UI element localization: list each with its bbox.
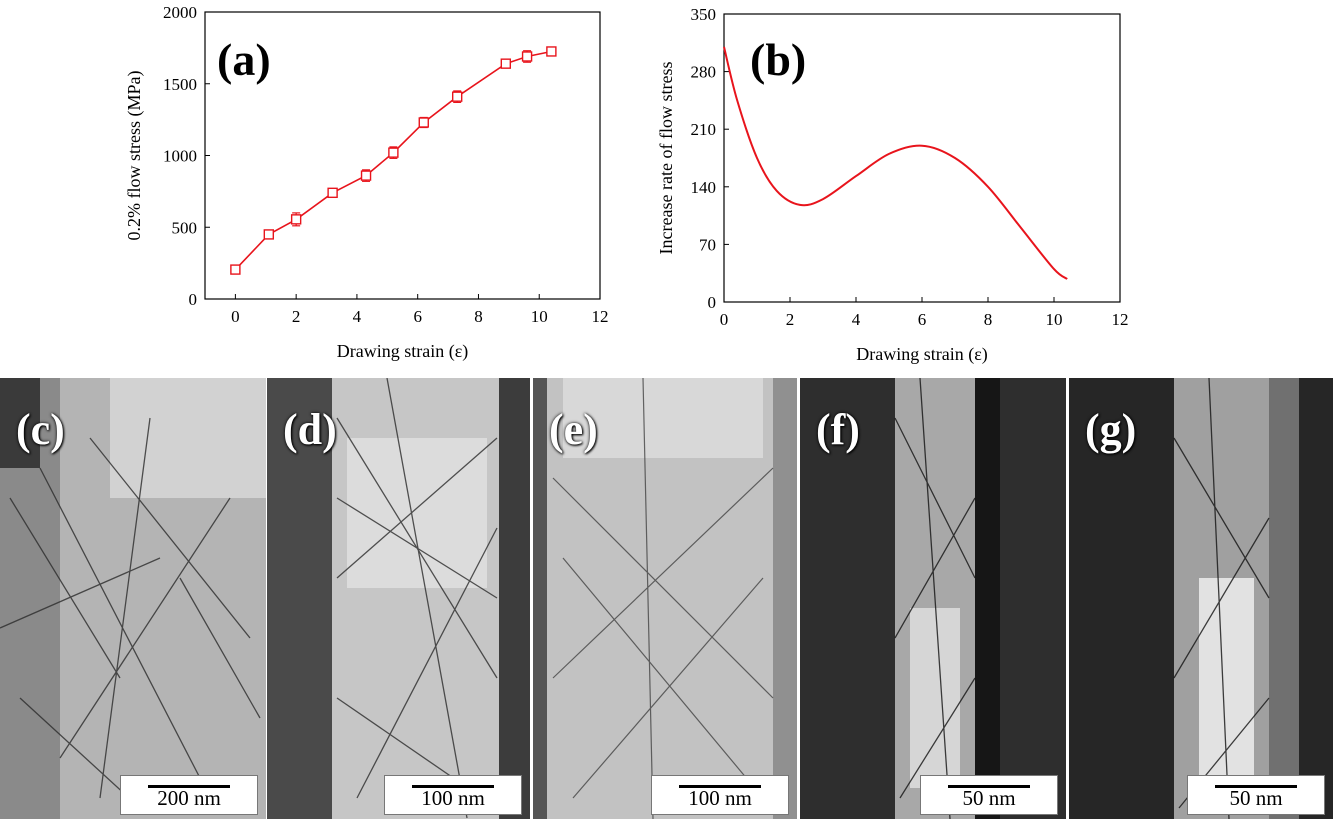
data-point: [451, 91, 463, 102]
y-tick-label: 0: [189, 290, 198, 309]
panel-label: (g): [1085, 405, 1137, 454]
data-point: [263, 229, 275, 240]
x-tick-label: 6: [918, 310, 927, 329]
micrograph-d: (d) 100 nm: [267, 378, 530, 819]
data-point: [500, 58, 512, 69]
data-point: [360, 170, 372, 181]
micrograph-f: (f) 50 nm: [800, 378, 1066, 819]
data-point: [230, 264, 241, 275]
scale-bar-label: 50 nm: [1229, 786, 1283, 810]
scale-bar-label: 200 nm: [157, 786, 221, 810]
micrograph-g: (g) 50 nm: [1069, 378, 1333, 819]
micrograph-image: [0, 378, 266, 819]
y-tick-label: 140: [691, 178, 717, 197]
x-tick-label: 0: [720, 310, 729, 329]
y-tick-label: 2000: [163, 3, 197, 22]
scale-bar-label: 50 nm: [962, 786, 1016, 810]
micrograph-image: [1069, 378, 1333, 819]
scale-bar-line: [1215, 785, 1297, 788]
y-tick-label: 500: [172, 218, 198, 237]
scale-bar: 100 nm: [651, 775, 789, 815]
x-tick-label: 12: [592, 307, 609, 326]
scale-bar-line: [679, 785, 761, 788]
scale-bar-line: [148, 785, 230, 788]
x-tick-label: 12: [1112, 310, 1129, 329]
scale-bar-line: [412, 785, 494, 788]
micrograph-image: [800, 378, 1066, 819]
data-point: [290, 214, 302, 225]
panel-label: (e): [549, 405, 598, 454]
x-tick-label: 2: [786, 310, 795, 329]
x-tick-label: 0: [231, 307, 240, 326]
x-tick-label: 4: [353, 307, 362, 326]
series-line: [234, 50, 552, 271]
scale-bar-label: 100 nm: [421, 786, 485, 810]
y-tick-label: 350: [691, 5, 717, 24]
y-axis-label: 0.2% flow stress (MPa): [124, 71, 145, 241]
micrograph-c: (c) 200 nm: [0, 378, 266, 819]
panel-label: (d): [283, 405, 337, 454]
x-tick-label: 2: [292, 307, 301, 326]
scale-bar-line: [948, 785, 1030, 788]
x-axis-label: Drawing strain (ε): [856, 344, 988, 365]
data-point: [388, 147, 399, 158]
y-axis-label: Increase rate of flow stress: [656, 62, 676, 255]
y-tick-label: 280: [691, 63, 717, 82]
scale-bar: 100 nm: [384, 775, 522, 815]
x-tick-label: 8: [984, 310, 993, 329]
data-point: [546, 46, 557, 57]
x-tick-label: 8: [474, 307, 483, 326]
micrograph-e: (e) 100 nm: [533, 378, 797, 819]
micrograph-image: [533, 378, 797, 819]
y-tick-label: 70: [699, 235, 716, 254]
y-tick-label: 1500: [163, 75, 197, 94]
x-tick-label: 10: [531, 307, 548, 326]
scale-bar-label: 100 nm: [688, 786, 752, 810]
panel-label: (c): [16, 405, 65, 454]
y-tick-label: 1000: [163, 147, 197, 166]
x-tick-label: 10: [1046, 310, 1063, 329]
scale-bar: 50 nm: [1187, 775, 1325, 815]
y-tick-label: 210: [691, 120, 717, 139]
data-point: [418, 117, 429, 128]
scale-bar: 50 nm: [920, 775, 1058, 815]
data-point: [327, 187, 338, 199]
y-tick-label: 0: [708, 293, 717, 312]
x-axis-label: Drawing strain (ε): [337, 341, 469, 362]
scale-bar: 200 nm: [120, 775, 258, 815]
series-curve: [723, 46, 1068, 280]
data-point: [521, 51, 533, 62]
panel-label: (f): [816, 405, 860, 454]
panel-label: (a): [217, 34, 271, 85]
x-tick-label: 4: [852, 310, 861, 329]
micrograph-image: [267, 378, 530, 819]
x-tick-label: 6: [413, 307, 422, 326]
panel-label: (b): [750, 34, 806, 85]
